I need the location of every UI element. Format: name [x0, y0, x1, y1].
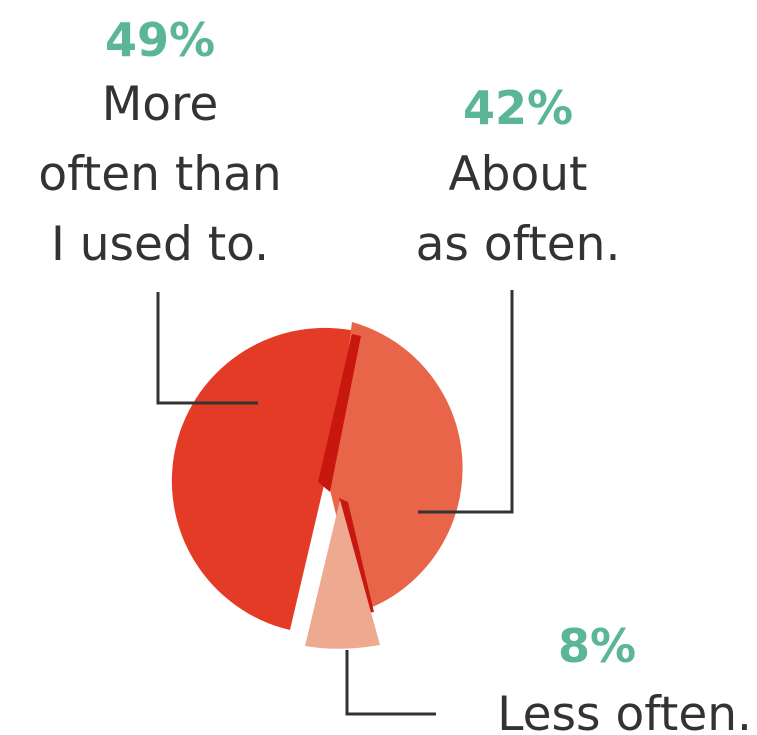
category-label-more-often-line-3: I used to.: [51, 217, 269, 272]
category-label-more-often-line-2: often than: [38, 147, 281, 202]
leader-line-about-as-often: [418, 290, 514, 514]
category-label-about-as-often-line-1: About: [449, 147, 588, 202]
percent-label-more-often: 49%: [105, 13, 215, 67]
leader-line-less-often: [345, 650, 436, 716]
slice-overlap-upper: [318, 334, 361, 492]
slice-less-often: [305, 500, 380, 649]
category-label-about-as-often-line-2: as often.: [416, 217, 621, 272]
slice-overlap-lower: [339, 498, 374, 614]
percent-label-less-often: 8%: [558, 619, 636, 673]
slice-about-as-often: [330, 322, 463, 612]
leader-line-more-often: [156, 292, 258, 405]
category-label-more-often-line-1: More: [102, 77, 219, 132]
percent-label-about-as-often: 42%: [463, 81, 573, 135]
category-label-less-often: Less often.: [497, 687, 752, 735]
